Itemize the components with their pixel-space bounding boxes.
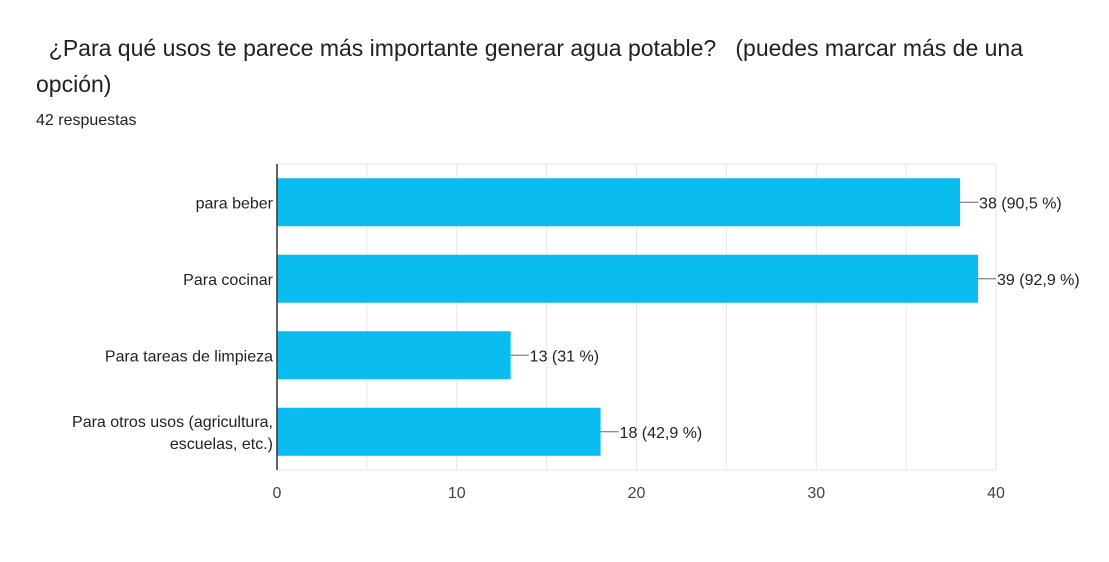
category-label: Para tareas de limpieza bbox=[105, 348, 273, 365]
x-tick-label: 30 bbox=[807, 485, 825, 502]
category-label: para beber bbox=[196, 195, 274, 212]
data-label: 39 (92,9 %) bbox=[997, 272, 1080, 289]
category-label: Para otros usos (agricultura, bbox=[72, 414, 273, 431]
response-count: 42 respuestas bbox=[36, 112, 137, 129]
bar bbox=[277, 407, 601, 456]
bar bbox=[277, 331, 511, 380]
data-label: 18 (42,9 %) bbox=[620, 425, 703, 442]
x-tick-label: 10 bbox=[448, 485, 466, 502]
data-label: 13 (31 %) bbox=[530, 348, 599, 365]
x-tick-label: 0 bbox=[273, 485, 282, 502]
chart-title: ¿Para qué usos te parece más importante … bbox=[36, 35, 1030, 97]
bar bbox=[277, 178, 961, 227]
category-label: escuelas, etc.) bbox=[170, 436, 273, 453]
x-tick-label: 40 bbox=[987, 485, 1005, 502]
category-label: Para cocinar bbox=[183, 272, 273, 289]
bar bbox=[277, 254, 979, 303]
x-tick-label: 20 bbox=[628, 485, 646, 502]
data-label: 38 (90,5 %) bbox=[979, 195, 1062, 212]
